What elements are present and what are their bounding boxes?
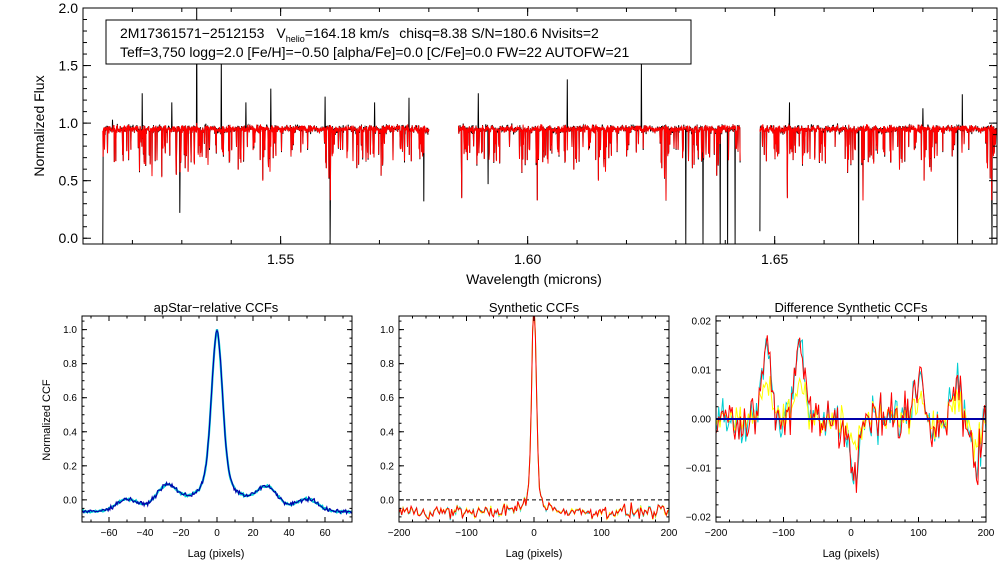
apstar-ccf-panel: apStar−relative CCFs −60 −40 −20 0 20 40 60 0.0… <box>41 300 353 560</box>
spectrum-ytick-label: 0.5 <box>59 173 79 189</box>
spectrum-xtick-label: 1.65 <box>761 251 788 267</box>
apstar-ccf-ylabel: Normalized CCF <box>41 379 53 461</box>
apstar-ccf-lines <box>82 329 352 516</box>
apstar-ccf-ticks: −60 −40 −20 0 20 40 60 0.0 0.2 0.4 0.6 0.8 1.0 <box>63 316 352 539</box>
apstar-ccf-series-1 <box>82 329 352 515</box>
apstar-ccf-plot-frame <box>81 315 353 523</box>
apstar-ccf-xtick-label: 60 <box>319 528 331 539</box>
synthetic-ccf-xtick-label: 200 <box>661 528 678 539</box>
synthetic-ccf-ytick-label: 0.6 <box>380 393 394 404</box>
difference-ccf-ticks: −200 −100 0 100 200 −0.02 −0.01 0.00 0.01 0.02 <box>686 316 995 539</box>
difference-ccf-xtick-label: 100 <box>910 528 927 539</box>
spectrum-info-line-2: Teff=3,750 logg=2.0 [Fe/H]=−0.50 [alpha/… <box>120 44 629 60</box>
synthetic-ccf-ytick-label: 1.0 <box>380 325 394 336</box>
vhelio-prefix: V <box>276 25 286 41</box>
spectrum-ytick-label: 2.0 <box>59 0 79 16</box>
vhelio-subscript: helio <box>286 34 305 44</box>
synthetic-ccf-series-1 <box>399 316 669 521</box>
apstar-ccf-ytick-label: 0.6 <box>63 393 77 404</box>
difference-ccf-ytick-label: −0.02 <box>686 513 712 524</box>
difference-ccf-series-3 <box>716 335 986 493</box>
synthetic-ccf-series-2 <box>399 316 669 521</box>
spectrum-xtick-label: 1.55 <box>267 251 294 267</box>
apstar-ccf-xtick-label: −20 <box>173 528 190 539</box>
fit-statistics: chisq=8.38 S/N=180.6 Nvisits=2 <box>399 25 599 41</box>
apstar-ccf-ytick-label: 0.8 <box>63 359 77 370</box>
spectrum-lines <box>102 8 997 244</box>
apstar-ccf-xtick-label: 20 <box>247 528 259 539</box>
difference-ccf-xlabel: Lag (pixels) <box>823 548 880 560</box>
difference-ccf-series-2 <box>716 376 986 464</box>
spectrum-synthetic-line-chip-1 <box>102 122 430 201</box>
synthetic-ccf-xtick-label: −200 <box>388 528 411 539</box>
star-id: 2M17361571−2512153 <box>120 25 265 41</box>
difference-ccf-panel: Difference Synthetic CCFs −200 −100 0 100 20… <box>686 300 995 560</box>
apstar-ccf-xtick-label: 40 <box>283 528 295 539</box>
synthetic-ccf-panel: Synthetic CCFs −200 −100 0 100 200 0.0 0.2 0.4 0… <box>380 300 678 560</box>
spectrum-panel: 1.55 1.60 1.65 0.0 0.5 1.0 1.5 2.0 2M17361571−2… <box>31 0 998 287</box>
spectrum-synthetic-line-chip-2 <box>458 123 741 201</box>
synthetic-ccf-xlabel: Lag (pixels) <box>506 548 563 560</box>
apstar-ccf-ytick-label: 0.2 <box>63 461 77 472</box>
apstar-ccf-title: apStar−relative CCFs <box>154 300 279 315</box>
synthetic-ccf-lines <box>399 316 669 521</box>
synthetic-ccf-xtick-label: 0 <box>531 528 537 539</box>
spectrum-observed-line-chip-3 <box>759 94 997 244</box>
difference-ccf-ytick-label: 0.02 <box>692 316 712 327</box>
difference-ccf-ytick-label: −0.01 <box>686 464 712 475</box>
apstar-ccf-xtick-label: −40 <box>137 528 154 539</box>
spectrum-ytick-label: 1.5 <box>59 57 79 73</box>
apstar-ccf-ytick-label: 0.0 <box>63 495 77 506</box>
spectrum-ytick-label: 1.0 <box>59 115 79 131</box>
spectrum-ticks: 1.55 1.60 1.65 0.0 0.5 1.0 1.5 2.0 <box>59 0 997 267</box>
spectrum-xtick-label: 1.60 <box>514 251 541 267</box>
synthetic-ccf-ytick-label: 0.2 <box>380 461 394 472</box>
synthetic-ccf-xtick-label: 100 <box>593 528 610 539</box>
difference-ccf-title: Difference Synthetic CCFs <box>775 300 928 315</box>
difference-ccf-ytick-label: 0.00 <box>692 415 712 426</box>
synthetic-ccf-ytick-label: 0.4 <box>380 427 394 438</box>
apstar-ccf-xlabel: Lag (pixels) <box>188 548 245 560</box>
synthetic-ccf-ticks: −200 −100 0 100 200 0.0 0.2 0.4 0.6 0.8 1.0 <box>380 316 678 539</box>
synthetic-ccf-xtick-label: −100 <box>455 528 478 539</box>
vhelio-value: =164.18 km/s <box>305 25 389 41</box>
spectrum-info-box <box>105 19 692 65</box>
difference-ccf-xtick-label: −100 <box>772 528 795 539</box>
spectrum-xlabel: Wavelength (microns) <box>466 271 602 287</box>
synthetic-ccf-ytick-label: 0.0 <box>380 495 394 506</box>
spectrum-ylabel: Normalized Flux <box>31 75 47 176</box>
difference-ccf-xtick-label: −200 <box>705 528 728 539</box>
synthetic-ccf-ytick-label: 0.8 <box>380 359 394 370</box>
synthetic-ccf-plot-frame <box>398 315 670 523</box>
apstar-ccf-series-2 <box>82 329 352 516</box>
synthetic-ccf-title: Synthetic CCFs <box>489 300 580 315</box>
difference-ccf-lines <box>716 335 986 493</box>
apstar-ccf-ytick-label: 1.0 <box>63 325 77 336</box>
apstar-ccf-xtick-label: −60 <box>101 528 118 539</box>
apstar-ccf-ytick-label: 0.4 <box>63 427 77 438</box>
spectrum-info-line-1: 2M17361571−2512153 Vhelio=164.18 km/s chis… <box>120 25 599 44</box>
difference-ccf-xtick-label: 0 <box>848 528 854 539</box>
spectrum-synthetic-line-chip-3 <box>759 123 997 201</box>
synthetic-ccf-series-3 <box>399 316 669 521</box>
apstar-ccf-xtick-label: 0 <box>214 528 220 539</box>
spectrum-ytick-label: 0.0 <box>59 230 79 246</box>
difference-ccf-xtick-label: 200 <box>978 528 995 539</box>
spectrum-plot-frame <box>82 7 998 245</box>
difference-ccf-ytick-label: 0.01 <box>692 365 712 376</box>
